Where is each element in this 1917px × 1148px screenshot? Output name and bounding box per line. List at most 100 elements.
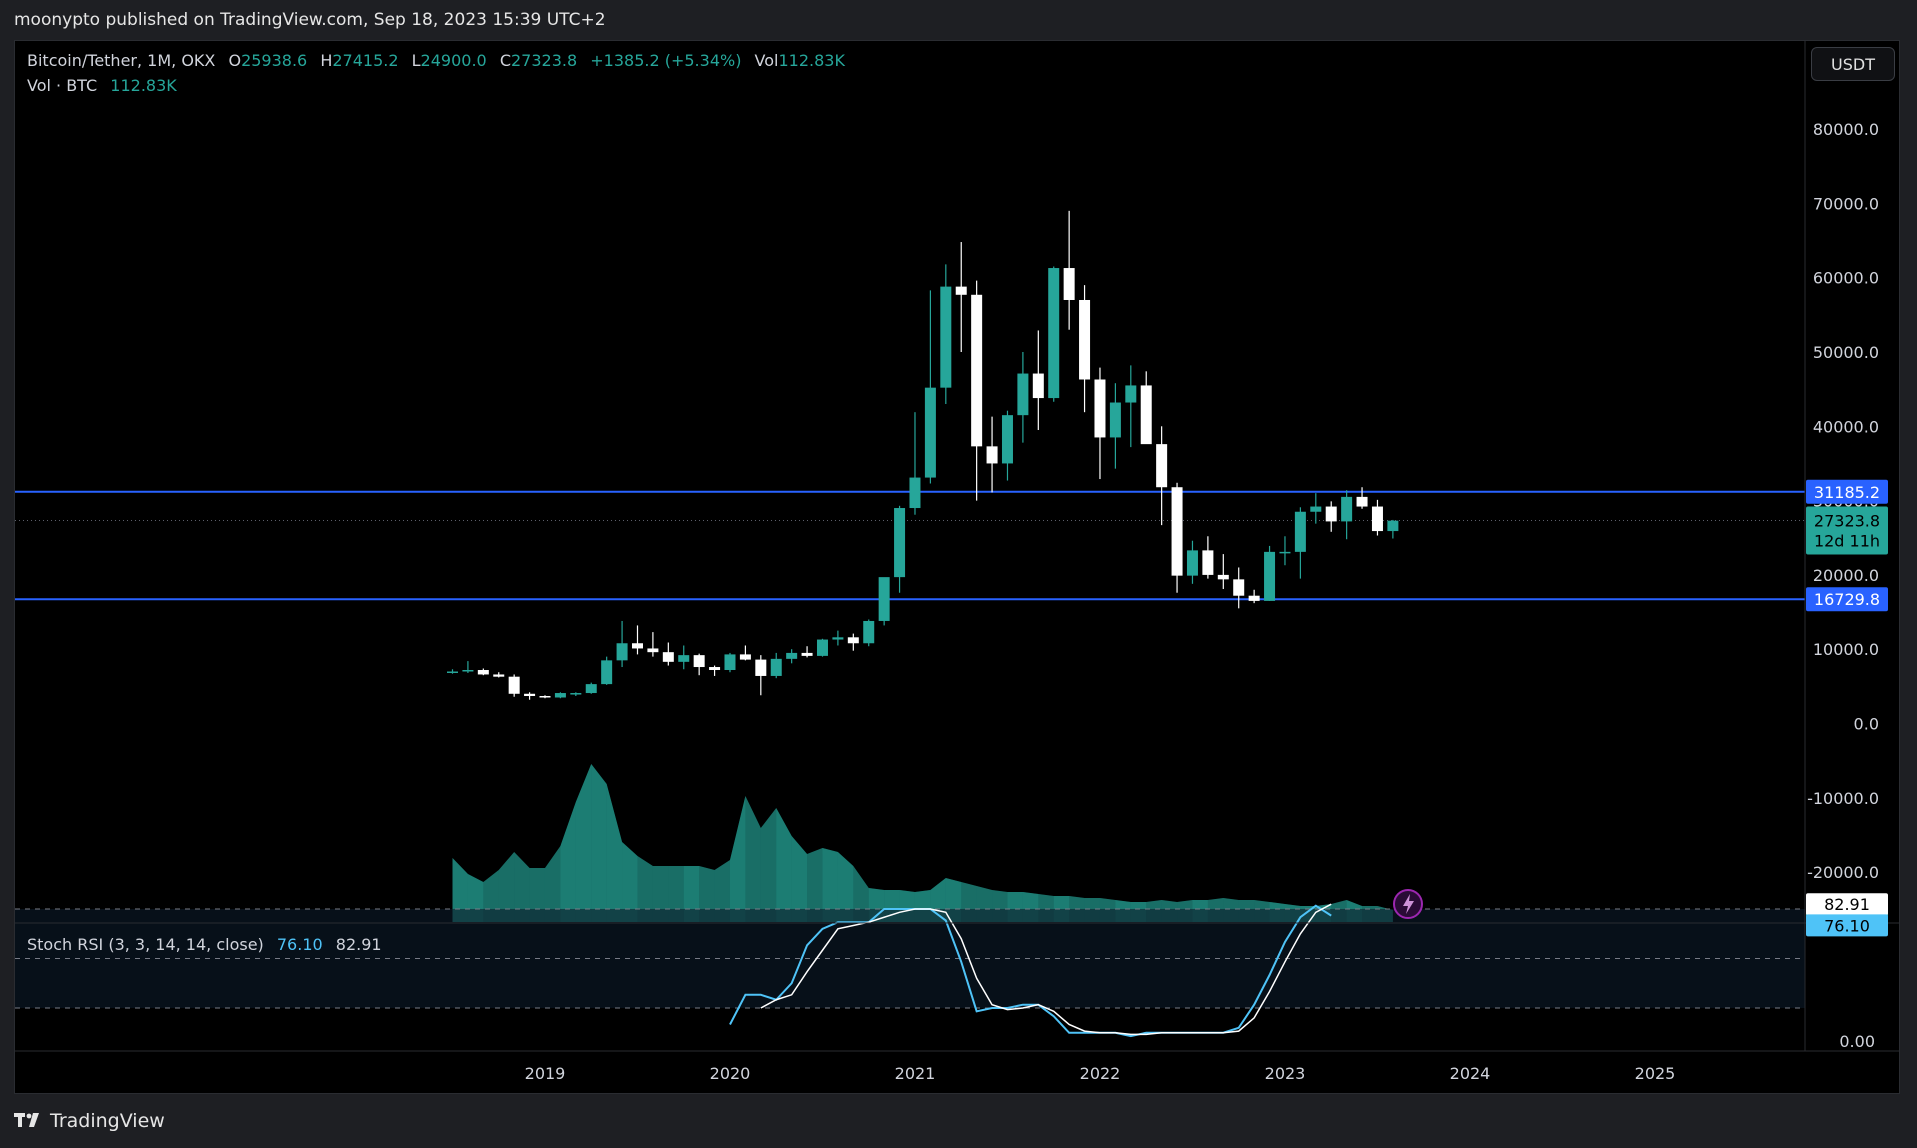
candle-body <box>1248 595 1260 601</box>
candle-body <box>1356 496 1368 507</box>
volume-bar <box>822 848 838 922</box>
vol-row-label[interactable]: Vol · BTC <box>27 76 98 95</box>
time-tick-label: 2023 <box>1265 1064 1306 1083</box>
candle-body <box>940 286 952 388</box>
currency-button[interactable]: USDT <box>1811 47 1895 81</box>
candles-layer <box>447 210 1399 700</box>
volume-bar <box>452 858 468 922</box>
ohlc-legend: Bitcoin/Tether, 1M, OKX O25938.6 H27415.… <box>27 51 853 70</box>
lower-line-price-tag: 16729.8 <box>1814 590 1880 609</box>
volume-bar <box>529 868 545 922</box>
high-value: 27415.2 <box>332 51 399 70</box>
stoch-layer <box>15 903 1805 1038</box>
candle-body <box>1202 550 1214 575</box>
candle-body <box>1387 520 1399 532</box>
candle-body <box>554 693 566 698</box>
price-tick-label: -20000.0 <box>1807 863 1879 882</box>
candle-body <box>1279 551 1291 554</box>
candle-body <box>570 693 582 695</box>
candle-body <box>1325 506 1337 522</box>
volume-bar <box>683 866 700 922</box>
price-tick-label: 70000.0 <box>1813 194 1879 213</box>
stoch-k-value: 76.10 <box>276 935 323 954</box>
volume-bar <box>760 808 777 922</box>
volume-bar <box>837 852 854 922</box>
volume-bar <box>637 856 653 922</box>
symbol-label[interactable]: Bitcoin/Tether, 1M, OKX <box>27 51 216 70</box>
candle-body <box>1294 511 1306 552</box>
volume-bar <box>853 866 869 922</box>
volume-bar <box>575 764 592 922</box>
tradingview-brand: TradingView <box>50 1110 165 1132</box>
candle-body <box>739 654 751 660</box>
vol-label: Vol <box>754 51 779 70</box>
stoch-d-line <box>760 903 1332 1036</box>
candle-body <box>1341 496 1353 522</box>
stoch-d-value: 82.91 <box>335 935 382 954</box>
candle-body <box>1125 385 1137 403</box>
candle-body <box>508 676 520 694</box>
candle-body <box>477 670 489 675</box>
price-tick-label: 0.0 <box>1854 715 1879 734</box>
candle-body <box>847 637 859 644</box>
candle-body <box>724 654 736 671</box>
candle-body <box>662 652 674 662</box>
candle-body <box>1140 385 1152 445</box>
time-tick-label: 2020 <box>710 1064 751 1083</box>
candle-body <box>971 294 983 447</box>
candle-body <box>585 684 597 694</box>
candle-body <box>1233 579 1245 596</box>
candle-body <box>1094 379 1106 438</box>
stoch-k-tag: 76.10 <box>1824 916 1870 935</box>
candle-body <box>524 693 536 697</box>
stoch-d-tag: 82.91 <box>1824 895 1870 914</box>
candle-body <box>678 655 690 662</box>
volume-bar <box>652 866 669 922</box>
candle-body <box>863 620 875 644</box>
chart-pane[interactable]: 80000.070000.060000.050000.040000.030000… <box>14 40 1900 1094</box>
vol-value: 112.83K <box>778 51 845 70</box>
candle-body <box>786 652 798 659</box>
vol-row-value: 112.83K <box>110 76 177 95</box>
price-tick-label: 60000.0 <box>1813 269 1879 288</box>
alert-icon[interactable] <box>1393 889 1423 919</box>
published-header: moonypto published on TradingView.com, S… <box>14 10 606 30</box>
volume-bar <box>591 764 607 922</box>
open-label: O <box>228 51 242 70</box>
stoch-label[interactable]: Stoch RSI (3, 3, 14, 14, close) <box>27 935 264 954</box>
change-value: +1385.2 (+5.34%) <box>590 51 742 70</box>
time-tick-label: 2019 <box>525 1064 566 1083</box>
tradingview-logo[interactable]: TradingView <box>14 1110 165 1132</box>
upper-line-price-tag: 31185.2 <box>1814 483 1880 502</box>
volume-bar <box>699 866 715 922</box>
candle-body <box>955 286 967 295</box>
volume-bar <box>791 836 808 922</box>
candle-body <box>647 648 659 653</box>
candle-body <box>616 643 628 661</box>
candle-body <box>709 667 721 671</box>
stoch-legend: Stoch RSI (3, 3, 14, 14, close) 76.10 82… <box>27 935 390 954</box>
candle-body <box>1371 506 1383 532</box>
time-tick-label: 2021 <box>895 1064 936 1083</box>
candle-body <box>462 670 474 672</box>
open-value: 25938.6 <box>241 51 308 70</box>
close-value: 27323.8 <box>510 51 578 70</box>
candle-body <box>693 655 705 668</box>
volume-bar <box>606 784 623 922</box>
candle-body <box>1109 402 1121 438</box>
candle-body <box>1017 373 1029 416</box>
volume-bar <box>514 852 530 922</box>
candle-body <box>755 659 767 676</box>
price-tick-label: -10000.0 <box>1807 789 1879 808</box>
close-label: C <box>499 51 511 70</box>
volume-layer <box>452 764 1393 922</box>
candle-body <box>770 658 782 676</box>
volume-bar <box>668 866 684 922</box>
time-tick-label: 2022 <box>1080 1064 1121 1083</box>
chart-svg[interactable]: 80000.070000.060000.050000.040000.030000… <box>15 41 1899 1093</box>
stoch-k-line <box>729 904 1332 1038</box>
volume-bar <box>745 796 761 922</box>
candle-body <box>1048 268 1060 399</box>
current-price-tag-bg <box>1806 506 1888 555</box>
price-tick-label: 20000.0 <box>1813 566 1879 585</box>
